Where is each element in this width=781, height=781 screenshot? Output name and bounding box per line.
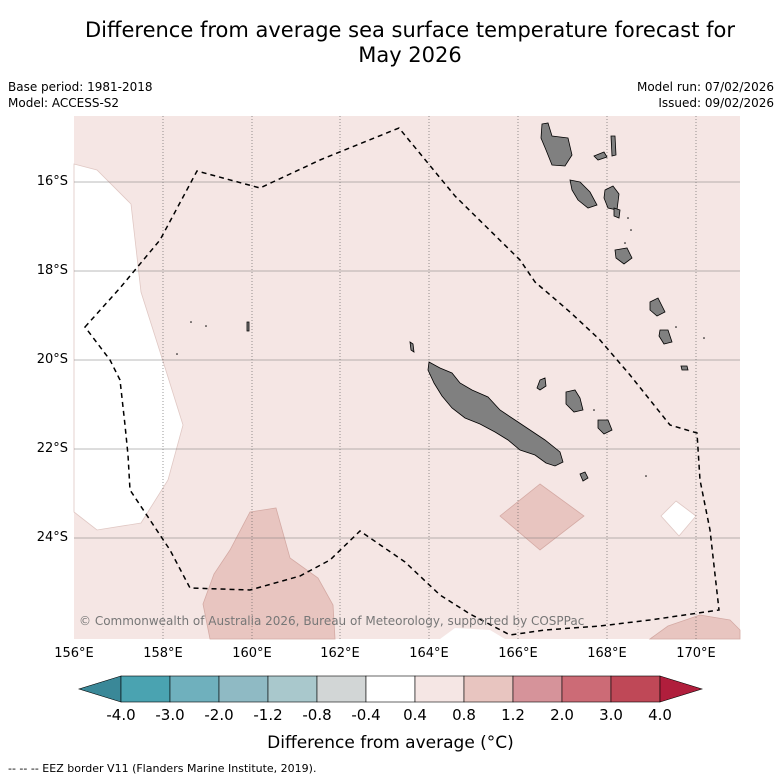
lon-label-160e: 160°E [232, 646, 272, 661]
lat-label-16s: 16°S [36, 174, 68, 189]
colorbar-tick-label: -2.0 [204, 706, 234, 724]
colorbar-tick-label: 4.0 [648, 706, 672, 724]
colorbar-segment [316, 675, 367, 703]
colorbar-segment [463, 675, 514, 703]
issued-date: Issued: 09/02/2026 [658, 96, 774, 110]
meta-right: Model run: 07/02/2026 Issued: 09/02/2026 [637, 79, 774, 111]
new-caledonia-grande-terre [427, 361, 564, 467]
gridlines-lat [74, 181, 740, 539]
colorbar-tick-label: -0.8 [302, 706, 332, 724]
meta-left: Base period: 1981-2018 Model: ACCESS-S2 [8, 79, 153, 111]
colorbar-under-extension [77, 675, 122, 703]
lon-label-166e: 166°E [498, 646, 538, 661]
chesterfield-islet [246, 321, 250, 332]
warm-patch-south [202, 507, 336, 640]
islet-3 [176, 353, 178, 355]
vanuatu-espiritu-santo [540, 122, 573, 167]
islet-1 [190, 321, 192, 323]
colorbar-tick-label: 3.0 [599, 706, 623, 724]
colorbar-segment [365, 675, 416, 703]
vanuatu-efate [614, 247, 633, 265]
base-period: Base period: 1981-2018 [8, 80, 153, 94]
vanuatu-tanna [658, 329, 673, 345]
loyalty-island-mare [597, 419, 613, 435]
lon-label-164e: 164°E [409, 646, 449, 661]
colorbar-title: Difference from average (°C) [267, 733, 514, 753]
title-line-2: May 2026 [358, 43, 462, 67]
copyright-notice: © Commonwealth of Australia 2026, Bureau… [79, 614, 585, 628]
eez-legend-footer: -- -- -- EEZ border V11 (Flanders Marine… [8, 762, 317, 775]
warm-patch-center [499, 483, 585, 551]
lat-label-22s: 22°S [36, 441, 68, 456]
colorbar-segment [120, 675, 171, 703]
neutral-region-west [73, 163, 184, 531]
warm-patch-southeast [648, 614, 741, 640]
title-line-1: Difference from average sea surface temp… [85, 18, 735, 42]
islet-9 [630, 229, 632, 231]
colorbar-tick-label: 2.0 [550, 706, 574, 724]
colorbar-tick-label: -4.0 [106, 706, 136, 724]
neutral-patch-bottom [440, 628, 505, 639]
colorbar-tick-label: -0.4 [351, 706, 381, 724]
colorbar-tick-label: -3.0 [155, 706, 185, 724]
small-islets [176, 217, 705, 477]
lon-label-158e: 158°E [143, 646, 183, 661]
colorbar-segment [169, 675, 220, 703]
islet-8 [627, 217, 629, 219]
colorbar-tick-label: 0.4 [403, 706, 427, 724]
vanuatu-maewo [593, 151, 608, 161]
vanuatu-malakula [569, 179, 598, 209]
colorbar-segment [218, 675, 269, 703]
model-name: Model: ACCESS-S2 [8, 96, 120, 110]
islet-6 [703, 337, 705, 339]
islet-2 [205, 325, 207, 327]
ocean-anomaly-fill [74, 116, 740, 639]
loyalty-island-lifou [565, 389, 584, 413]
colorbar-tick-label: -1.2 [253, 706, 283, 724]
vanuatu-pentecost [610, 135, 617, 157]
vanuatu-aneityum [680, 365, 689, 371]
neutral-region-east [660, 500, 697, 537]
lon-label-168e: 168°E [587, 646, 627, 661]
map-title: Difference from average sea surface temp… [60, 18, 760, 68]
eez-border [84, 127, 720, 636]
lon-label-162e: 162°E [320, 646, 360, 661]
land-masses [246, 122, 689, 482]
lon-label-170e: 170°E [676, 646, 716, 661]
belep-islands [409, 341, 415, 353]
lon-label-156e: 156°E [54, 646, 94, 661]
colorbar-segment [512, 675, 563, 703]
vanuatu-erromango [649, 297, 666, 317]
islet-7 [675, 326, 677, 328]
lat-label-20s: 20°S [36, 352, 68, 367]
model-run: Model run: 07/02/2026 [636, 80, 774, 94]
colorbar-over-extension [659, 675, 704, 703]
colorbar-tick-label: 1.2 [501, 706, 525, 724]
lat-label-24s: 24°S [36, 530, 68, 545]
islet-5 [645, 475, 647, 477]
colorbar-segment [610, 675, 661, 703]
lat-label-18s: 18°S [36, 263, 68, 278]
colorbar-segment [267, 675, 318, 703]
colorbar-segment [414, 675, 465, 703]
loyalty-island-ouvea [536, 377, 547, 391]
colorbar-segment [561, 675, 612, 703]
isle-of-pines [579, 471, 589, 482]
colorbar-tick-label: 0.8 [452, 706, 476, 724]
colorbar [77, 675, 704, 703]
islet-10 [624, 242, 626, 244]
islet-4 [593, 409, 595, 411]
vanuatu-epi [613, 207, 621, 219]
